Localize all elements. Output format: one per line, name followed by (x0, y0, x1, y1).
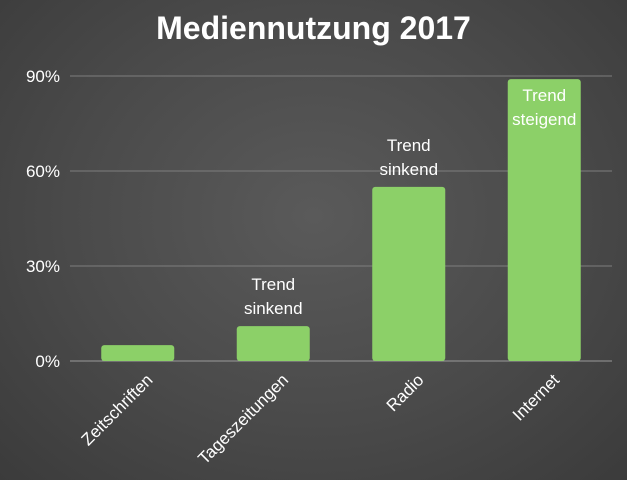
bar-annotation: Trend sinkend (244, 275, 303, 318)
y-tick-label: 0% (35, 352, 60, 371)
bar-annotation: Trend steigend (512, 86, 576, 129)
x-tick-label: Radio (383, 370, 428, 415)
label-layer: 0% 30% 60% 90% Zeitschriften Tageszeitungen Ra… (26, 67, 576, 468)
bar-annotation: Trend sinkend (379, 136, 438, 179)
bar-radio (372, 186, 446, 361)
y-tick-label: 30% (26, 257, 60, 276)
x-tick-label: Internet (509, 370, 563, 424)
bar-internet (507, 79, 581, 362)
y-tick-label: 90% (26, 67, 60, 86)
chart-title: Mediennutzung 2017 (156, 10, 471, 46)
y-tick-label: 60% (26, 162, 60, 181)
x-tick-label: Tageszeitungen (194, 370, 292, 468)
bar-zeitschriften (101, 345, 175, 361)
bar-tageszeitungen (236, 326, 310, 361)
x-tick-label: Zeitschriften (78, 370, 157, 449)
bar-layer (101, 79, 581, 362)
